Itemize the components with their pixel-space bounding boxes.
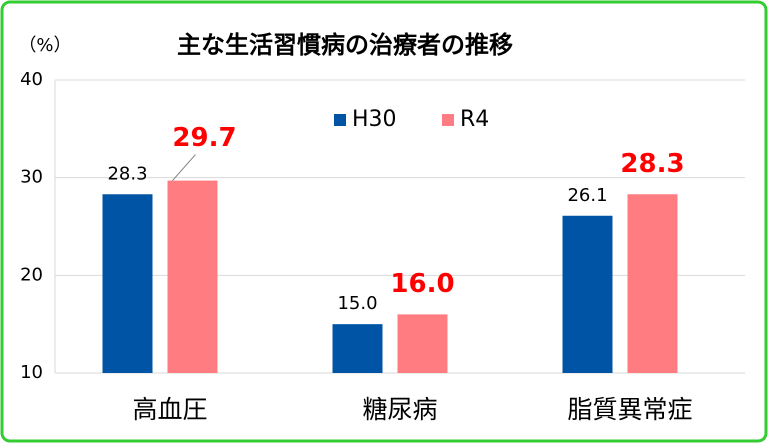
value-label: 28.3 <box>107 163 147 184</box>
bar <box>167 180 218 373</box>
bar <box>102 194 153 373</box>
x-tick-label: 脂質異常症 <box>567 395 692 424</box>
legend-swatch <box>334 114 346 126</box>
value-label: 28.3 <box>620 149 684 179</box>
y-tick-label: 20 <box>20 264 43 285</box>
leader-line <box>172 154 196 181</box>
value-label: 16.0 <box>390 269 454 299</box>
bar <box>332 324 383 373</box>
chart-title: 主な生活習慣病の治療者の推移 <box>177 31 513 59</box>
y-tick-label: 10 <box>20 362 43 383</box>
x-tick-label: 高血圧 <box>132 395 207 424</box>
y-tick-label: 40 <box>20 69 43 90</box>
bar <box>397 314 448 373</box>
y-tick-label: 30 <box>20 167 43 188</box>
x-tick-label: 糖尿病 <box>362 395 437 424</box>
bar <box>562 215 613 373</box>
legend-swatch <box>442 114 454 126</box>
value-label: 29.7 <box>172 123 236 153</box>
legend-label: R4 <box>460 107 489 132</box>
y-unit: （%） <box>18 35 71 56</box>
value-label: 15.0 <box>337 293 377 314</box>
legend-label: H30 <box>352 107 397 132</box>
value-label: 26.1 <box>567 185 607 206</box>
bar <box>627 194 678 373</box>
